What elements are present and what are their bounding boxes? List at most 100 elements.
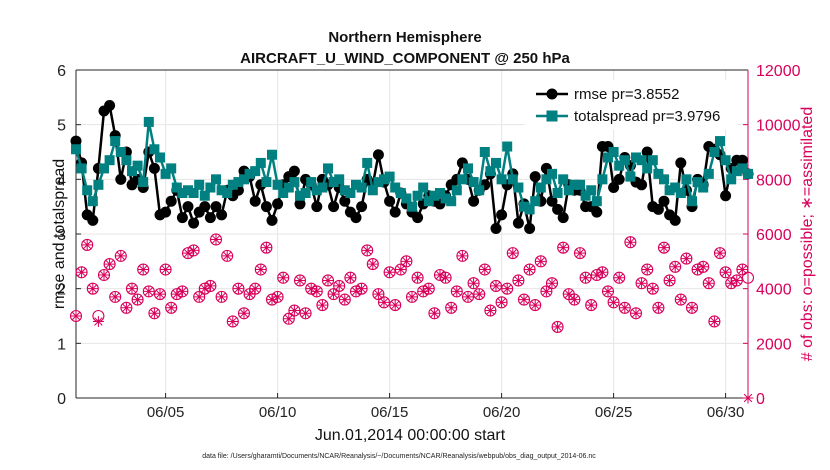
totalspread-point [636, 155, 647, 166]
rmse-point [356, 201, 368, 213]
totalspread-point [446, 196, 457, 207]
rmse-point [104, 100, 116, 112]
assimilated-obs-marker [344, 272, 356, 284]
totalspread-point [731, 166, 742, 177]
assimilated-obs-marker [624, 236, 636, 248]
assimilated-obs-marker [288, 305, 300, 317]
totalspread-point [468, 177, 479, 188]
totalspread-point [149, 144, 160, 155]
totalspread-point [395, 188, 406, 198]
y-tick-label-right: 0 [756, 391, 765, 408]
totalspread-point [709, 147, 720, 157]
legend-totalspread-label: totalspread pr=3.9796 [574, 108, 720, 125]
totalspread-point [586, 185, 597, 196]
rmse-point [165, 195, 177, 207]
assimilated-obs-marker [613, 272, 625, 284]
y-tick-label-left: 3 [57, 227, 66, 244]
assimilated-obs-marker [104, 258, 116, 270]
rmse-point [641, 146, 653, 158]
assimilated-obs-marker [490, 280, 502, 292]
totalspread-point [323, 163, 333, 174]
assimilated-obs-marker [238, 307, 250, 319]
totalspread-point [283, 182, 294, 193]
totalspread-point [631, 152, 641, 163]
assimilated-obs-marker [148, 307, 160, 319]
totalspread-point [552, 188, 563, 198]
assimilated-obs-marker [70, 310, 82, 322]
y-tick-label-right: 4000 [756, 282, 792, 299]
y-tick-label-left: 2 [57, 282, 66, 299]
assimilated-obs-marker [456, 250, 468, 262]
totalspread-point [535, 182, 546, 193]
assimilated-obs-marker [266, 294, 278, 306]
totalspread-point [82, 185, 93, 196]
chart-title-line-1: Northern Hemisphere [328, 29, 481, 46]
totalspread-point [239, 174, 249, 185]
assimilated-obs-marker [126, 283, 138, 295]
totalspread-point [255, 157, 266, 168]
totalspread-point [267, 149, 277, 160]
totalspread-point [659, 174, 669, 185]
totalspread-point [563, 185, 574, 196]
totalspread-point [216, 185, 227, 196]
totalspread-point [334, 174, 345, 185]
rmse-point [216, 209, 228, 221]
assimilated-obs-marker [372, 288, 384, 300]
assimilated-obs-marker [440, 272, 452, 284]
assimilated-obs-marker [378, 296, 390, 308]
assimilated-obs-marker [546, 277, 558, 289]
totalspread-point [412, 190, 423, 201]
rmse-point [591, 206, 603, 218]
assimilated-obs-marker [412, 272, 424, 284]
assimilated-obs-marker [608, 296, 620, 308]
totalspread-point [496, 174, 507, 185]
assimilated-obs-marker [647, 283, 659, 295]
assimilated-obs-marker [81, 239, 93, 251]
assimilated-obs-marker [423, 283, 435, 295]
assimilated-obs-marker [176, 285, 188, 297]
assimilated-obs-marker [714, 247, 726, 259]
assimilated-obs-marker [272, 291, 284, 303]
rmse-point [669, 214, 681, 226]
totalspread-point [76, 163, 87, 174]
rmse-point [552, 203, 564, 215]
totalspread-point [93, 179, 104, 190]
assimilated-obs-marker [697, 261, 709, 273]
y-tick-label-right: 2000 [756, 336, 792, 353]
assimilated-obs-marker [316, 299, 328, 311]
assimilated-obs-marker [160, 264, 172, 276]
assimilated-obs-marker [199, 283, 211, 295]
rmse-point [512, 217, 524, 229]
assimilated-obs-marker [143, 285, 155, 297]
totalspread-point [675, 188, 686, 198]
totalspread-point [199, 190, 210, 201]
y-tick-label-right: 8000 [756, 172, 792, 189]
assimilated-obs-marker [210, 233, 222, 245]
assimilated-obs-marker [484, 305, 496, 317]
totalspread-point [339, 185, 350, 196]
assimilated-obs-marker [311, 285, 323, 297]
totalspread-point [278, 188, 289, 198]
totalspread-point [451, 185, 462, 196]
legend-rmse-marker [546, 88, 558, 100]
totalspread-point [625, 171, 636, 182]
rmse-point [412, 212, 424, 224]
x-tick-label: 06/15 [371, 404, 409, 421]
assimilated-obs-marker [630, 307, 642, 319]
assimilated-obs-marker [115, 250, 127, 262]
assimilated-obs-marker [305, 283, 317, 295]
totalspread-point [171, 182, 182, 193]
rmse-point [736, 154, 748, 166]
totalspread-point [177, 188, 188, 198]
rmse-point [608, 182, 620, 194]
totalspread-point [250, 166, 261, 177]
y-tick-label-left: 6 [57, 63, 66, 80]
assimilated-obs-marker [400, 255, 412, 267]
totalspread-point [418, 182, 429, 193]
assimilated-obs-marker [171, 288, 183, 300]
rmse-point [350, 212, 362, 224]
totalspread-point [311, 185, 322, 196]
totalspread-point [233, 177, 244, 188]
totalspread-point [211, 174, 221, 185]
totalspread-point [99, 163, 109, 174]
